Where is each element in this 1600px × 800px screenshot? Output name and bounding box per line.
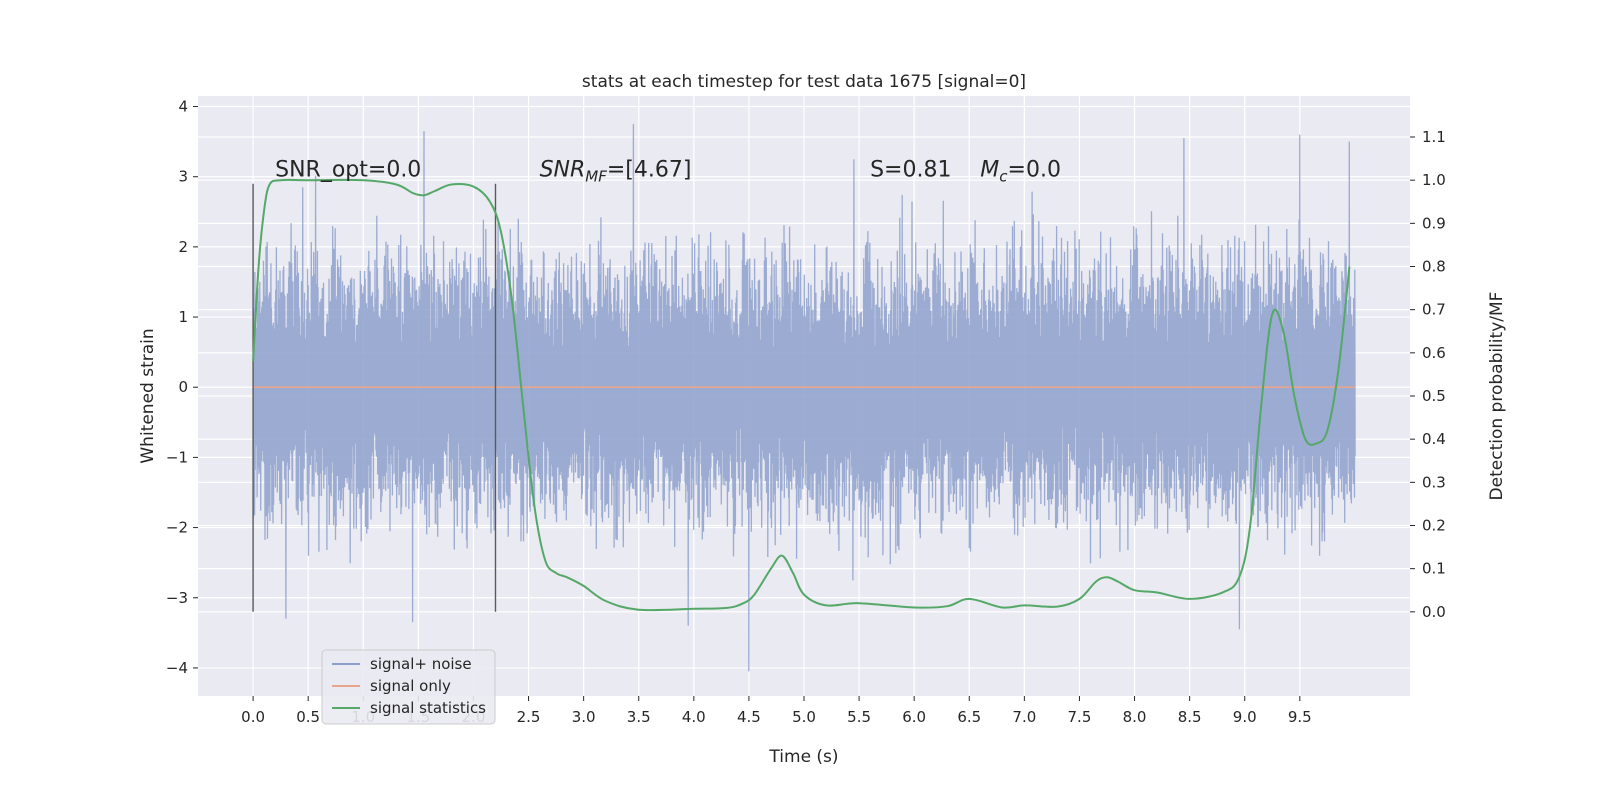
x-tick-label: 4.0 — [682, 708, 706, 726]
y-tick-label: −4 — [166, 659, 188, 677]
stat-annotation: S=0.81 — [870, 158, 951, 183]
signal-noise-line — [252, 124, 1356, 672]
y-tick-label: 2 — [178, 238, 188, 256]
y-tick-label: −3 — [166, 589, 188, 607]
y2-tick-label: 0.2 — [1422, 516, 1446, 534]
y-tick-label: 3 — [178, 168, 188, 186]
y-tick-label: −1 — [166, 448, 188, 466]
vertical-markers — [252, 183, 497, 612]
x-tick-label: 2.5 — [517, 708, 541, 726]
x-tick-label: 5.0 — [792, 708, 816, 726]
y2-tick-label: 1.1 — [1422, 128, 1446, 146]
stat-annotation: Mc=0.0 — [980, 158, 1061, 186]
x-tick-label: 3.0 — [572, 708, 596, 726]
y-tick-label: −2 — [166, 519, 188, 537]
x-tick-label: 8.0 — [1123, 708, 1147, 726]
x-tick-label: 7.5 — [1068, 708, 1092, 726]
y2-tick-label: 0.0 — [1422, 603, 1446, 621]
x-tick-label: 4.5 — [737, 708, 761, 726]
y2-tick-label: 0.3 — [1422, 473, 1446, 491]
annotations: SNR_opt=0.0 SNRMF=[4.67] S=0.81 Mc=0.0 — [275, 158, 1061, 186]
legend: signal+ noise signal only signal statistic… — [321, 649, 496, 725]
y-axis-ticks: −4 −3 −2 −1 0 1 2 3 4 — [166, 98, 198, 677]
y-axis-label: Whitened strain — [138, 328, 158, 463]
legend-entry: signal+ noise — [370, 655, 472, 673]
stat-annotation: SNR_opt=0.0 — [275, 158, 421, 183]
y2-tick-label: 0.9 — [1422, 214, 1446, 232]
x-tick-label: 7.0 — [1012, 708, 1036, 726]
series-signal-statistics — [252, 178, 1351, 612]
stat-annotation: SNRMF=[4.67] — [540, 158, 692, 186]
x-axis-label: Time (s) — [768, 747, 838, 767]
signal-statistics-line — [252, 178, 1351, 612]
y2-tick-label: 0.7 — [1422, 301, 1446, 319]
legend-entry: signal only — [370, 677, 451, 695]
x-tick-label: 8.5 — [1178, 708, 1202, 726]
y-tick-label: 4 — [178, 98, 188, 116]
legend-box — [321, 649, 496, 725]
x-tick-label: 5.5 — [847, 708, 871, 726]
y2-tick-label: 0.5 — [1422, 387, 1446, 405]
series-signal-noise — [252, 124, 1356, 672]
x-tick-label: 9.0 — [1233, 708, 1257, 726]
y2-axis-ticks: 0.0 0.1 0.2 0.3 0.4 0.5 0.6 0.7 0.8 0.9 1.0 1.1 — [1410, 128, 1446, 621]
y-tick-label: 0 — [178, 378, 188, 396]
y2-tick-label: 0.1 — [1422, 560, 1446, 578]
y2-tick-label: 0.6 — [1422, 344, 1446, 362]
y2-tick-label: 0.8 — [1422, 258, 1446, 276]
y2-tick-label: 0.4 — [1422, 430, 1446, 448]
x-tick-label: 6.0 — [902, 708, 926, 726]
y2-axis-label: Detection probability/MF — [1487, 292, 1507, 501]
x-tick-label: 9.5 — [1288, 708, 1312, 726]
x-tick-label: 0.5 — [296, 708, 320, 726]
y2-tick-label: 1.0 — [1422, 171, 1446, 189]
x-tick-label: 0.0 — [241, 708, 265, 726]
legend-entry: signal statistics — [370, 699, 486, 717]
y-tick-label: 1 — [178, 308, 188, 326]
chart-title: stats at each timestep for test data 167… — [582, 72, 1026, 92]
x-tick-label: 3.5 — [627, 708, 651, 726]
x-tick-label: 6.5 — [957, 708, 981, 726]
